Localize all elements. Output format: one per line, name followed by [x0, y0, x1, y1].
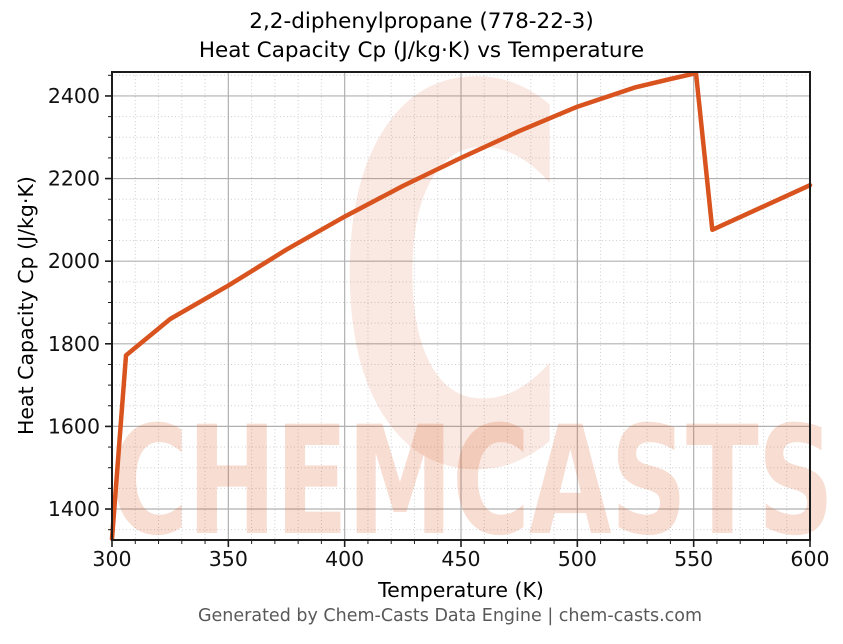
y-tick-label: 1600 — [48, 414, 100, 438]
watermark-logo-icon: C — [334, 0, 571, 586]
cp-data-line — [109, 70, 813, 542]
x-tick-label: 300 — [92, 547, 131, 571]
x-tick-label: 450 — [441, 547, 480, 571]
chart-title-line2: Heat Capacity Cp (J/kg·K) vs Temperature — [198, 38, 645, 63]
chart-title: 2,2-diphenylpropane (778-22-3) Heat Capa… — [0, 7, 843, 65]
tick-marks — [105, 74, 811, 547]
y-tick-label: 2200 — [48, 167, 100, 191]
footer-credit: Generated by Chem-Casts Data Engine | ch… — [197, 606, 703, 626]
x-tick-label: 350 — [209, 547, 248, 571]
y-tick-label: 2400 — [48, 84, 100, 108]
watermark-text: CHEMCASTS — [110, 395, 833, 569]
x-tick-label: 550 — [674, 547, 713, 571]
x-tick-label: 500 — [558, 547, 597, 571]
x-tick-label: 400 — [325, 547, 364, 571]
y-tick-label: 1400 — [48, 497, 100, 521]
y-tick-label: 2000 — [48, 249, 100, 273]
y-tick-label: 1800 — [48, 332, 100, 356]
x-axis-label: Temperature (K) — [378, 578, 544, 602]
x-tick-label: 600 — [790, 547, 829, 571]
chart-title-line1: 2,2-diphenylpropane (778-22-3) — [249, 9, 594, 34]
